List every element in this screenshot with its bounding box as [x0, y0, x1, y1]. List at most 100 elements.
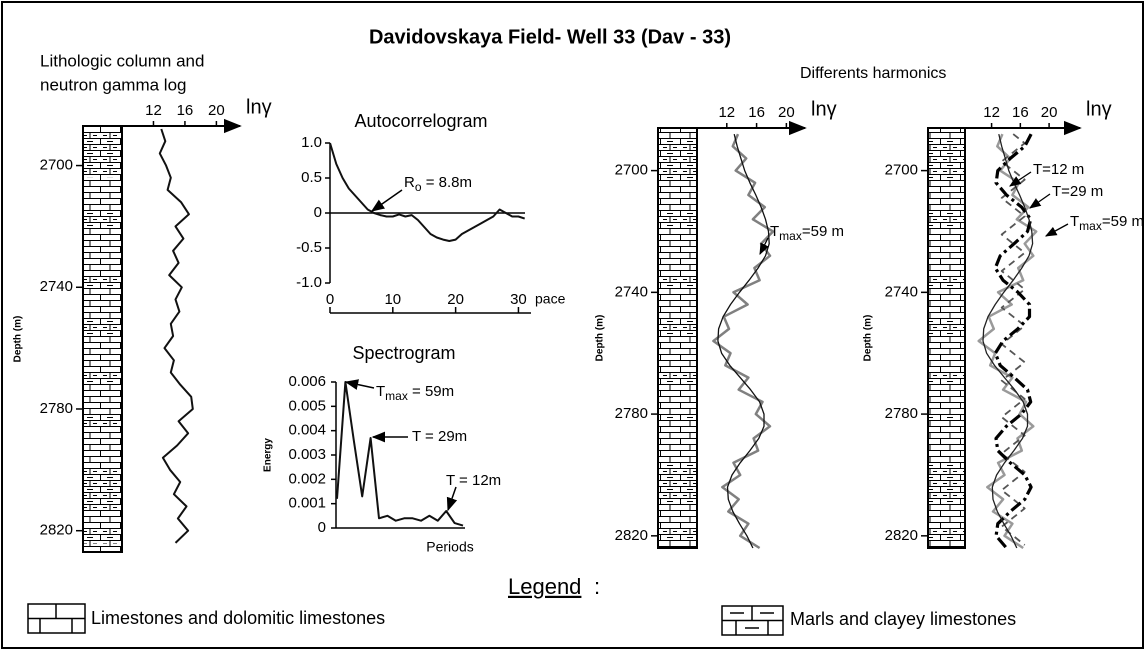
marl-interval — [659, 136, 696, 179]
x-tick-label: 20 — [447, 291, 464, 308]
annotation: Tmax=59 m — [770, 223, 844, 243]
marl-interval — [659, 212, 696, 229]
y-tick-label: 0.006 — [288, 373, 326, 390]
y-tick-label: -1.0 — [296, 274, 322, 291]
x-tick-label: 30 — [510, 291, 527, 308]
marl-interval — [929, 527, 964, 540]
marl-interval — [84, 134, 121, 178]
y-tick-label: 2740 — [40, 278, 73, 295]
y-tick-label: 2700 — [615, 162, 648, 179]
annotation: T=29 m — [1052, 183, 1103, 200]
marl-interval — [84, 373, 121, 386]
annotation-arrow — [370, 189, 403, 212]
y-tick-label: 0.002 — [288, 470, 326, 487]
marl-interval — [929, 317, 964, 338]
annotation-text: T=12 m — [1033, 161, 1084, 178]
y-tick-label: 2740 — [615, 283, 648, 300]
marl-interval — [929, 464, 964, 506]
annotation-arrow — [1029, 193, 1051, 209]
legend-marl-swatch — [721, 605, 784, 636]
x-tick-label: 12 — [718, 104, 735, 121]
y-tick-label: 0.001 — [288, 495, 326, 512]
line — [336, 381, 464, 527]
marl-interval — [929, 136, 964, 179]
y-tick-label: 2700 — [40, 157, 73, 174]
marl-interval — [659, 371, 696, 385]
legend-title: Legend — [508, 574, 581, 599]
y-tick-label: 0.004 — [288, 422, 326, 439]
x-axis-label: pace — [535, 291, 566, 307]
marl-interval — [84, 211, 121, 229]
y-tick-label: 2820 — [40, 522, 73, 539]
y-tick-label: 1.0 — [301, 134, 322, 151]
x-tick-label: 10 — [384, 291, 401, 308]
panel-title: neutron gamma log — [40, 75, 186, 94]
marl-interval — [929, 413, 964, 422]
annotation-subscript: max — [1079, 219, 1102, 233]
annotation-arrow — [344, 379, 375, 390]
annotation-text: T — [1070, 213, 1079, 230]
marl-interval — [84, 530, 121, 544]
y-tick-label: 2780 — [885, 405, 918, 422]
log-curve — [982, 133, 1034, 549]
column-border — [927, 127, 966, 549]
subtitle: Differents harmonics — [800, 65, 946, 82]
y-tick-label: 2820 — [885, 527, 918, 544]
annotation-text: T = 12m — [446, 472, 501, 489]
y-axis-label: Energy — [263, 438, 274, 472]
y-tick-label: -0.5 — [296, 239, 322, 256]
annotation: T=12 m — [1033, 161, 1084, 178]
annotation-text: =59 m — [1102, 213, 1144, 230]
legend-label: Limestones and dolomitic limestones — [91, 608, 385, 628]
annotation-arrow — [1044, 223, 1069, 237]
annotation-text: = 8.8m — [422, 174, 472, 191]
y-axis-label: Depth (m) — [13, 316, 24, 363]
chart-title: Spectrogram — [352, 343, 455, 363]
x-tick-label: 16 — [1012, 104, 1029, 121]
y-tick-label: 0 — [318, 519, 326, 536]
log-curve — [1000, 133, 1026, 546]
x-tick-label: 20 — [208, 102, 225, 119]
legend: Legend : Limestones and dolomitic limest… — [27, 574, 1016, 636]
annotation: Tmax = 59m — [376, 383, 454, 403]
annotation-text: = 59m — [408, 383, 454, 400]
y-tick-label: 2700 — [885, 162, 918, 179]
annotation-arrow — [1009, 171, 1032, 187]
legend-suffix: : — [594, 574, 600, 599]
x-tick-label: 20 — [1041, 104, 1058, 121]
marl-interval — [659, 317, 696, 338]
y-axis-label: Depth (m) — [863, 315, 874, 362]
y-tick-label: 0.003 — [288, 446, 326, 463]
marl-interval — [84, 415, 121, 425]
line — [329, 142, 526, 242]
marl-interval — [929, 212, 964, 229]
annotation-arrow — [759, 237, 769, 256]
annotation-text: R — [404, 174, 415, 191]
annotation: Tmax=59 m — [1070, 213, 1144, 233]
x-tick-label: 20 — [778, 104, 795, 121]
annotation-text: T — [770, 223, 779, 240]
marl-interval — [84, 466, 121, 510]
annotation-subscript: max — [385, 389, 408, 403]
x-axis-label: Periods — [426, 539, 473, 555]
annotation: T = 12m — [446, 472, 501, 489]
marl-interval — [659, 413, 696, 422]
legend-limestone-swatch — [27, 603, 86, 634]
x-tick-label: 0 — [326, 291, 334, 308]
legend-label: Marls and clayey limestones — [790, 609, 1016, 629]
figure-title: Davidovskaya Field- Well 33 (Dav - 33) — [369, 26, 731, 48]
annotation: T = 29m — [412, 428, 467, 445]
marl-interval — [659, 275, 696, 288]
marl-interval — [84, 317, 121, 339]
x-tick-label: 16 — [177, 102, 194, 119]
y-tick-label: 0 — [314, 204, 322, 221]
column-border — [657, 127, 698, 549]
annotation: Ro = 8.8m — [404, 174, 472, 194]
marl-interval — [659, 464, 696, 506]
x-tick-label: 12 — [983, 104, 1000, 121]
annotation-arrow — [446, 486, 458, 512]
y-axis-label: Depth (m) — [595, 315, 606, 362]
marl-interval — [659, 527, 696, 540]
